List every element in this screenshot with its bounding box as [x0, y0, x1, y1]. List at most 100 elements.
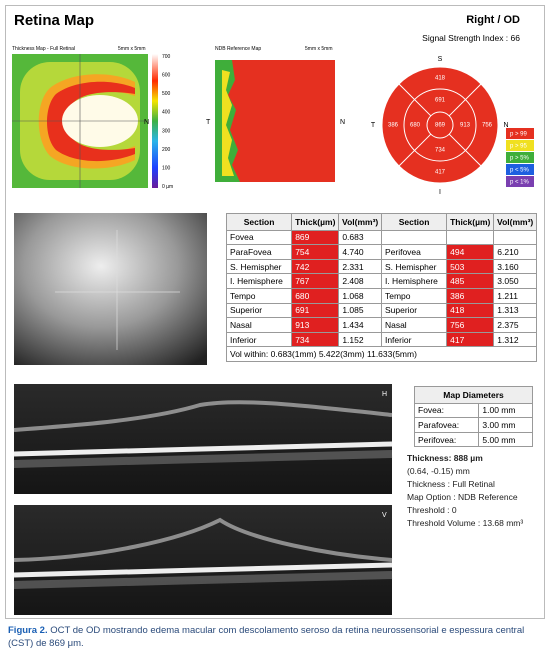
oct-layer: [13, 400, 393, 432]
signal-strength: Signal Strength Index : 66: [422, 33, 520, 43]
row: Parafovea: 3.00 mm: [413, 417, 533, 433]
sector-value: 913: [460, 123, 471, 129]
cell: 4.740: [338, 244, 382, 260]
cell: 418: [446, 302, 495, 319]
cell: Perifovea:: [413, 431, 480, 448]
caption-label: Figura 2.: [8, 625, 48, 636]
cell: 767: [291, 273, 340, 289]
scale-label: 0 µm: [162, 184, 173, 190]
legend-swatch: [506, 128, 534, 139]
cell: 3.00 mm: [478, 417, 533, 433]
cell: Inferior: [225, 331, 293, 348]
scale-label: 700: [162, 54, 171, 60]
legend-swatch: [506, 140, 534, 151]
cell: 1.152: [338, 331, 382, 348]
oct-rpe: [13, 562, 393, 578]
sector-divider: [398, 83, 432, 117]
cell: 2.408: [338, 273, 382, 289]
diameters-title: Map Diameters: [414, 386, 533, 404]
oct-scan: [14, 505, 392, 615]
oct-scan: [14, 384, 392, 494]
oct-choroid: [13, 571, 393, 589]
title: Retina Map: [14, 12, 95, 29]
scale-label: 400: [162, 110, 171, 116]
cell: 734: [291, 331, 340, 348]
legend-label: p < 1%: [510, 180, 530, 186]
ndb-map: [215, 60, 335, 182]
cell: Fovea: [225, 229, 293, 246]
row: I. Hemisphere 767 2.408 I. Hemisphere 485 3.0…: [225, 273, 537, 289]
cell: Tempo: [380, 287, 448, 304]
cell: 1.312: [493, 331, 537, 348]
cell: S. Hemispher: [380, 258, 448, 275]
sector-label: T: [371, 122, 376, 129]
scan-label: V: [382, 512, 387, 519]
row: Fovea 869 0.683: [225, 229, 537, 246]
footer-row: Vol within: 0.683(1mm) 5.422(3mm) 11.633…: [226, 346, 537, 362]
empty-cell: [493, 229, 537, 246]
sector-label: I: [439, 189, 441, 196]
cell: Perifovea: [380, 244, 448, 260]
sector-label: S: [438, 56, 443, 63]
scale-label: 300: [162, 128, 171, 134]
empty-cell: [380, 229, 448, 246]
sector-value: 418: [435, 76, 446, 82]
cell: 0.683: [338, 229, 382, 246]
sector-value: 869: [435, 123, 446, 129]
cell: 754: [291, 244, 340, 260]
cell: 1.313: [493, 302, 537, 319]
sector-value: 734: [435, 148, 446, 154]
cell: Fovea:: [413, 402, 480, 419]
cell: 913: [291, 317, 340, 333]
sector-value: 417: [435, 170, 446, 176]
legend-label: p > 95: [510, 144, 528, 150]
cell: 1.211: [493, 287, 537, 304]
header-cell: Vol(mm³): [493, 213, 537, 231]
sector-divider: [448, 133, 482, 167]
caption: Figura 2. OCT de OD mostrando edema macu…: [8, 624, 544, 650]
row: ParaFovea 754 4.740 Perifovea 494 6.210: [225, 244, 537, 260]
cell: 5.00 mm: [478, 431, 533, 448]
cell: I. Hemisphere: [225, 273, 293, 289]
cell: 386: [446, 287, 495, 304]
cell: 869: [291, 229, 340, 246]
sector-inner: [403, 88, 477, 162]
sector-value: 680: [410, 123, 421, 129]
cell: 3.050: [493, 273, 537, 289]
scan-label: H: [382, 391, 387, 398]
thickness-map-size: 5mm x 5mm: [118, 46, 146, 52]
header-row: Section Thick(µm) Vol(mm³) Section Thick(µm)…: [225, 213, 537, 231]
row: Superior 691 1.085 Superior 418 1.313: [225, 302, 537, 319]
row: Map Diameters: [414, 386, 533, 404]
header-cell: Section: [225, 213, 293, 231]
sector-center: [426, 111, 454, 139]
thickness-map-title: Thickness Map - Full Retinal: [12, 46, 75, 52]
map-label: T: [206, 119, 211, 126]
sector-value: 756: [482, 123, 493, 129]
legend-swatch: [506, 176, 534, 187]
scale-label: 200: [162, 147, 171, 153]
info-line: Map Option : NDB Reference: [407, 492, 518, 502]
cell: 485: [446, 273, 495, 289]
header-cell: Thick(µm): [446, 213, 495, 231]
map-label: N: [340, 119, 345, 126]
cell: 1.434: [338, 317, 382, 333]
sector-value: 691: [435, 98, 446, 104]
cell: 1.00 mm: [478, 402, 533, 419]
cell: Parafovea:: [413, 417, 480, 433]
ndb-map-title: NDB Reference Map: [215, 46, 261, 52]
legend-swatch: [506, 152, 534, 163]
table: Section Thick(µm) Vol(mm³) Section Thick(µm)…: [225, 213, 537, 362]
oct-rpe: [13, 441, 393, 457]
cell: 691: [291, 302, 340, 319]
row: Nasal 913 1.434 Nasal 756 2.375: [225, 317, 537, 333]
cell: 1.085: [338, 302, 382, 319]
info-line: Thickness : Full Retinal: [407, 479, 495, 489]
cell: 742: [291, 258, 340, 275]
map-label: N: [144, 119, 149, 126]
cell: Inferior: [380, 331, 448, 348]
diameters-table: Map Diameters Fovea: 1.00 mm Parafovea: 3.00…: [413, 386, 533, 448]
cell: I. Hemisphere: [380, 273, 448, 289]
scale-label: 600: [162, 73, 171, 79]
cell: 2.331: [338, 258, 382, 275]
